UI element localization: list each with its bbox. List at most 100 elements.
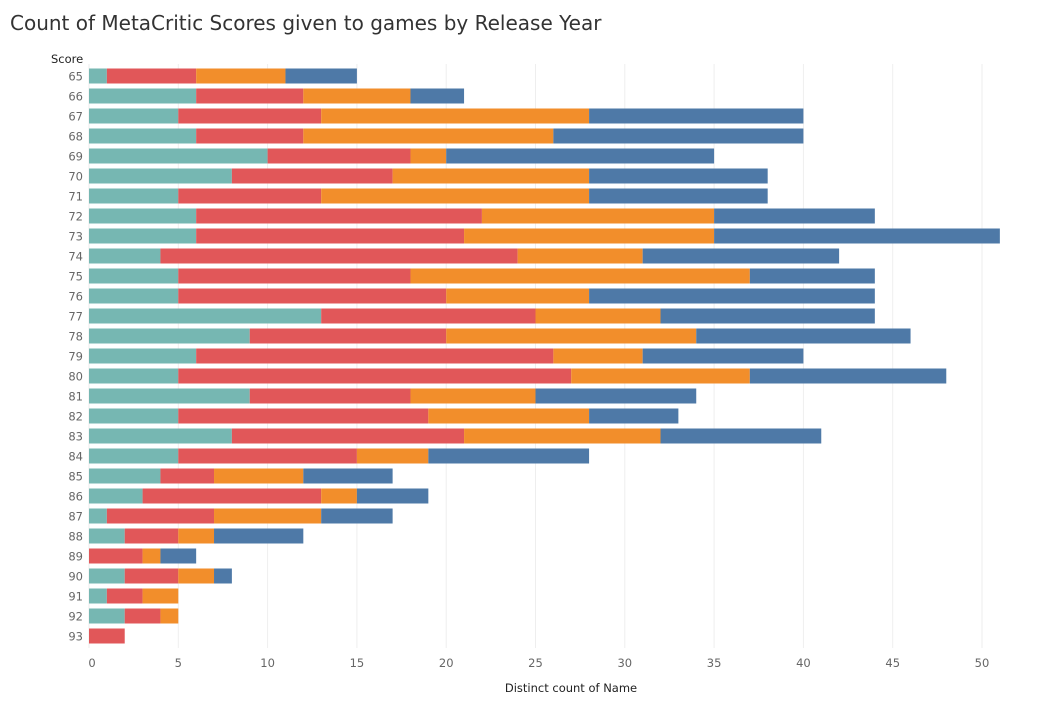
bar-segment-87-1[interactable] [106,508,215,524]
bar-segment-79-0[interactable] [89,348,197,364]
bar-segment-84-3[interactable] [428,448,590,464]
bar-segment-84-1[interactable] [178,448,357,464]
bar-segment-83-1[interactable] [231,428,465,444]
bar-segment-83-2[interactable] [464,428,661,444]
bar-segment-88-0[interactable] [89,528,125,544]
bar-segment-79-3[interactable] [642,348,804,364]
bar-segment-90-2[interactable] [178,568,215,584]
bar-segment-66-2[interactable] [303,88,411,104]
bar-segment-69-2[interactable] [410,148,447,164]
bar-segment-86-3[interactable] [356,488,429,504]
bar-segment-77-2[interactable] [535,308,661,324]
bar-segment-76-1[interactable] [178,288,447,304]
bar-segment-80-1[interactable] [178,368,572,384]
bar-segment-87-3[interactable] [321,508,393,524]
bar-segment-67-2[interactable] [321,108,590,124]
bar-segment-69-0[interactable] [89,148,268,164]
bar-segment-92-0[interactable] [89,608,125,624]
bar-segment-86-2[interactable] [321,488,357,504]
bar-segment-70-2[interactable] [392,168,590,184]
bar-segment-82-3[interactable] [589,408,679,424]
bar-segment-70-0[interactable] [89,168,232,184]
bar-segment-70-3[interactable] [589,168,768,184]
bar-segment-78-0[interactable] [89,328,250,344]
bar-segment-84-2[interactable] [356,448,429,464]
bar-segment-78-3[interactable] [696,328,911,344]
bar-segment-81-0[interactable] [89,388,250,404]
bar-segment-75-3[interactable] [749,268,875,284]
bar-segment-88-3[interactable] [214,528,304,544]
bar-segment-82-2[interactable] [428,408,590,424]
bar-segment-84-0[interactable] [89,448,179,464]
bar-segment-65-2[interactable] [196,68,286,84]
bar-segment-70-1[interactable] [231,168,393,184]
bar-segment-79-1[interactable] [196,348,554,364]
bar-segment-66-1[interactable] [196,88,304,104]
bar-segment-78-1[interactable] [249,328,447,344]
bar-segment-71-0[interactable] [89,188,179,204]
bar-segment-91-0[interactable] [89,588,107,604]
bar-segment-91-2[interactable] [142,588,179,604]
bar-segment-72-1[interactable] [196,208,482,224]
bar-segment-85-0[interactable] [89,468,161,484]
bar-segment-87-2[interactable] [214,508,322,524]
bar-segment-65-0[interactable] [89,68,107,84]
bar-segment-69-1[interactable] [267,148,411,164]
bar-segment-89-3[interactable] [160,548,197,564]
bar-segment-74-0[interactable] [89,248,161,264]
bar-segment-77-0[interactable] [89,308,322,324]
bar-segment-73-2[interactable] [464,228,715,244]
bar-segment-65-3[interactable] [285,68,357,84]
bar-segment-75-0[interactable] [89,268,179,284]
bar-segment-79-2[interactable] [553,348,643,364]
bar-segment-91-1[interactable] [106,588,143,604]
bar-segment-83-3[interactable] [660,428,822,444]
bar-segment-90-3[interactable] [214,568,232,584]
bar-segment-71-2[interactable] [321,188,590,204]
bar-segment-93-1[interactable] [89,628,125,644]
bar-segment-83-0[interactable] [89,428,232,444]
bar-segment-82-1[interactable] [178,408,429,424]
bar-segment-67-3[interactable] [589,108,804,124]
bar-segment-90-1[interactable] [124,568,179,584]
bar-segment-75-2[interactable] [410,268,750,284]
bar-segment-73-0[interactable] [89,228,197,244]
bar-segment-67-1[interactable] [178,108,322,124]
bar-segment-87-0[interactable] [89,508,107,524]
bar-segment-66-0[interactable] [89,88,197,104]
bar-segment-81-1[interactable] [249,388,411,404]
bar-segment-66-3[interactable] [410,88,465,104]
bar-segment-68-3[interactable] [553,128,804,144]
bar-segment-85-2[interactable] [214,468,304,484]
bar-segment-74-3[interactable] [642,248,840,264]
bar-segment-71-1[interactable] [178,188,322,204]
bar-segment-90-0[interactable] [89,568,125,584]
bar-segment-72-3[interactable] [714,208,875,224]
bar-segment-88-1[interactable] [124,528,179,544]
bar-segment-76-3[interactable] [589,288,875,304]
bar-segment-71-3[interactable] [589,188,768,204]
bar-segment-82-0[interactable] [89,408,179,424]
bar-segment-86-1[interactable] [142,488,322,504]
bar-segment-69-3[interactable] [446,148,715,164]
bar-segment-78-2[interactable] [446,328,697,344]
bar-segment-85-3[interactable] [303,468,393,484]
bar-segment-74-1[interactable] [160,248,518,264]
bar-segment-72-0[interactable] [89,208,197,224]
bar-segment-89-2[interactable] [142,548,161,564]
bar-segment-81-2[interactable] [410,388,536,404]
bar-segment-80-0[interactable] [89,368,179,384]
bar-segment-89-1[interactable] [89,548,143,564]
bar-segment-80-2[interactable] [571,368,750,384]
bar-segment-85-1[interactable] [160,468,215,484]
bar-segment-81-3[interactable] [535,388,697,404]
bar-segment-77-1[interactable] [321,308,536,324]
bar-segment-67-0[interactable] [89,108,179,124]
bar-segment-92-1[interactable] [124,608,161,624]
bar-segment-80-3[interactable] [749,368,947,384]
bar-segment-92-2[interactable] [160,608,179,624]
bar-segment-88-2[interactable] [178,528,215,544]
bar-segment-73-3[interactable] [714,228,1000,244]
bar-segment-72-2[interactable] [481,208,715,224]
bar-segment-75-1[interactable] [178,268,411,284]
